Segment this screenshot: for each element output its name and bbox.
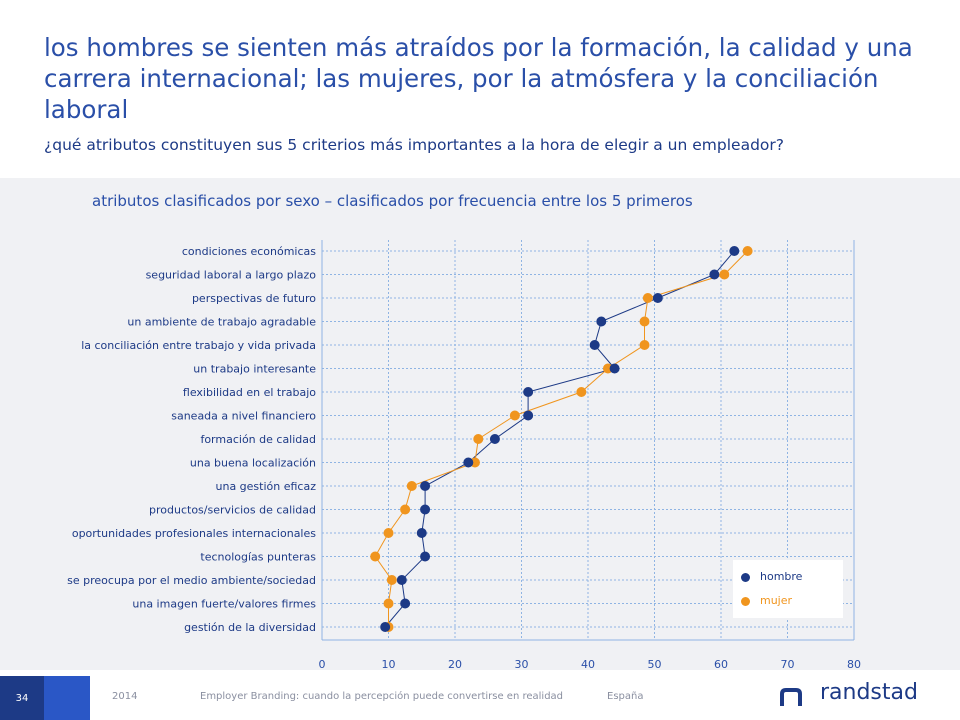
x-tick-label: 60	[714, 658, 728, 671]
data-point-mujer	[370, 551, 381, 562]
legend-label-hombre: hombre	[760, 570, 803, 583]
footer-report: Employer Branding: cuando la percepción …	[200, 691, 564, 702]
brand-name: randstad	[820, 680, 918, 705]
data-point-mujer	[509, 410, 520, 421]
category-label: una buena localización	[190, 457, 316, 470]
randstad-logo-icon	[780, 688, 802, 706]
x-tick-label: 10	[382, 658, 396, 671]
page-title: los hombres se sienten más atraídos por …	[44, 33, 913, 124]
data-point-hombre	[652, 293, 663, 303]
data-point-hombre	[420, 551, 431, 562]
data-point-hombre	[489, 434, 500, 444]
category-label: condiciones económicas	[182, 245, 316, 258]
category-label: oportunidades profesionales internaciona…	[72, 527, 316, 540]
data-point-mujer	[576, 387, 587, 397]
x-tick-label: 40	[581, 658, 595, 671]
series-points	[370, 246, 753, 632]
data-point-mujer	[406, 481, 417, 491]
data-point-hombre	[596, 316, 607, 327]
category-label: una gestión eficaz	[216, 480, 317, 493]
data-point-hombre	[416, 528, 427, 538]
x-tick-label: 20	[448, 658, 462, 671]
data-point-hombre	[589, 340, 600, 350]
data-point-hombre	[523, 387, 534, 397]
data-point-mujer	[642, 293, 653, 303]
data-point-hombre	[523, 410, 534, 421]
data-point-hombre	[400, 598, 411, 609]
x-tick-label: 70	[781, 658, 795, 671]
data-point-hombre	[420, 504, 431, 515]
footer-country: España	[607, 691, 644, 702]
data-point-hombre	[463, 457, 474, 468]
category-label: saneada a nivel financiero	[171, 410, 316, 423]
page-subtitle: ¿qué atributos constituyen sus 5 criteri…	[44, 136, 784, 154]
data-point-mujer	[639, 340, 650, 350]
y-axis-labels: condiciones económicas seguridad laboral …	[67, 245, 316, 634]
data-point-hombre	[609, 363, 620, 374]
data-point-hombre	[420, 481, 431, 491]
data-point-mujer	[383, 528, 394, 538]
footer-accent	[44, 676, 90, 720]
data-point-mujer	[742, 246, 753, 256]
category-label: una imagen fuerte/valores firmes	[132, 598, 316, 611]
data-point-mujer	[383, 598, 394, 609]
category-label: flexibilidad en el trabajo	[183, 386, 316, 399]
legend-item-mujer: mujer	[741, 594, 792, 607]
data-point-mujer	[400, 504, 411, 515]
data-point-mujer	[719, 269, 730, 280]
category-label: la conciliación entre trabajo y vida pri…	[81, 339, 316, 352]
category-label: un trabajo interesante	[193, 363, 316, 376]
x-axis-tick-labels: 0 10 20 30 40 50 60 70 80	[319, 658, 862, 671]
chart-heading: atributos clasificados por sexo – clasif…	[92, 192, 693, 210]
category-label: productos/servicios de calidad	[149, 504, 316, 517]
legend-label-mujer: mujer	[760, 594, 793, 607]
category-label: gestión de la diversidad	[184, 621, 316, 634]
category-label: formación de calidad	[200, 433, 316, 446]
legend-marker-hombre	[741, 572, 750, 582]
data-point-hombre	[380, 622, 391, 632]
data-point-mujer	[386, 575, 397, 585]
page-number: 34	[0, 676, 44, 720]
footer-year: 2014	[112, 691, 138, 702]
chart: condiciones económicas seguridad laboral …	[67, 240, 862, 671]
x-tick-label: 0	[319, 658, 326, 671]
data-point-mujer	[639, 316, 650, 327]
chart-legend: hombre mujer	[733, 560, 843, 618]
data-point-hombre	[729, 246, 740, 256]
category-label: perspectivas de futuro	[192, 292, 316, 305]
category-label: se preocupa por el medio ambiente/socied…	[67, 574, 316, 587]
x-tick-label: 50	[648, 658, 662, 671]
category-label: un ambiente de trabajo agradable	[127, 316, 316, 329]
x-tick-label: 30	[515, 658, 529, 671]
legend-marker-mujer	[741, 596, 750, 606]
category-label: tecnologías punteras	[200, 551, 316, 564]
data-point-mujer	[473, 434, 484, 444]
category-label: seguridad laboral a largo plazo	[146, 269, 317, 282]
legend-item-hombre: hombre	[741, 570, 802, 583]
x-tick-label: 80	[847, 658, 861, 671]
data-point-hombre	[709, 269, 720, 280]
data-point-hombre	[396, 575, 407, 585]
